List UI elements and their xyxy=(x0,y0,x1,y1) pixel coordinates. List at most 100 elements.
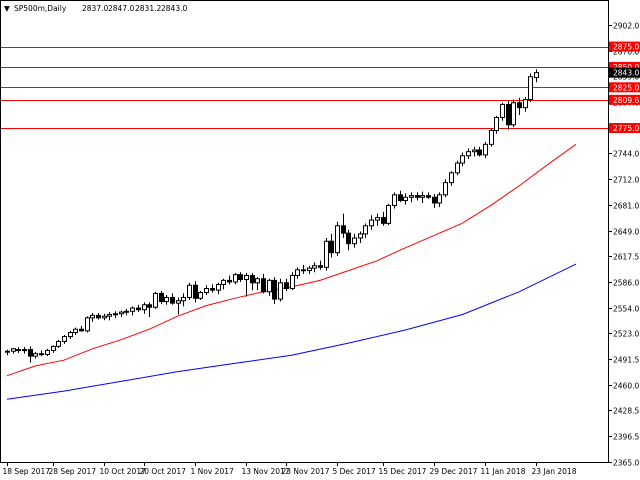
candle xyxy=(443,179,448,198)
candle-body-bull xyxy=(483,143,488,156)
candle xyxy=(483,141,488,159)
candle xyxy=(278,278,283,302)
candle-body-bull xyxy=(130,307,135,312)
candle-body-bull xyxy=(142,304,147,311)
candle-body-bull xyxy=(124,310,129,313)
candle-body-bear xyxy=(346,232,351,245)
candle-body-bear xyxy=(477,149,482,156)
candle xyxy=(494,115,499,134)
candle xyxy=(523,97,528,112)
candle xyxy=(187,282,192,300)
candle xyxy=(267,278,272,296)
candle-body-bear xyxy=(250,274,255,284)
candle-body-bear xyxy=(426,195,431,198)
candle-body-bull xyxy=(312,265,317,269)
candle-body-bear xyxy=(341,225,346,234)
candle-body-bull xyxy=(51,345,56,351)
candle xyxy=(73,327,78,335)
candle-body-bull xyxy=(324,240,329,268)
candle xyxy=(181,293,186,307)
candle-body-bull xyxy=(472,149,477,153)
candle-body-bull xyxy=(102,315,107,319)
candle xyxy=(153,291,158,309)
candle xyxy=(432,194,437,208)
candle-body-bear xyxy=(381,217,386,224)
y-tick-label: 2428.5 xyxy=(613,407,639,416)
candle-body-bull xyxy=(119,311,124,315)
y-tick-label: 2523.0 xyxy=(613,330,639,339)
candle-body-bear xyxy=(517,102,522,109)
candle xyxy=(62,334,67,344)
candle-body-bull xyxy=(267,279,272,293)
candle-body-bull xyxy=(198,292,203,299)
candle-body-bull xyxy=(73,328,78,333)
level-label: 2775.0 xyxy=(613,124,639,133)
candle-body-bull xyxy=(107,314,112,317)
candle xyxy=(324,238,329,271)
candle xyxy=(398,190,403,203)
candle xyxy=(500,102,505,121)
y-tick-label: 2744.0 xyxy=(613,150,639,159)
level-label-box xyxy=(609,94,640,105)
symbol-triangle-icon: ▼ xyxy=(4,4,10,13)
candle xyxy=(85,316,90,333)
candle xyxy=(449,171,454,186)
candle-body-bear xyxy=(147,304,152,308)
candle-body-bull xyxy=(187,284,192,298)
x-tick-label: 23 Nov 2017 xyxy=(282,467,330,476)
candle xyxy=(5,349,10,356)
candle xyxy=(284,278,289,291)
candle-body-bull xyxy=(528,76,533,101)
y-tick-label: 2365.0 xyxy=(613,459,639,468)
candle xyxy=(11,347,16,354)
candle xyxy=(472,146,477,157)
candle xyxy=(216,282,221,295)
candle xyxy=(403,193,408,205)
candle-body-bull xyxy=(176,300,181,304)
candle-body-bull xyxy=(290,274,295,290)
candle xyxy=(124,308,129,316)
y-tick-label: 2554.0 xyxy=(613,305,639,314)
candle-body-bull xyxy=(352,237,357,245)
candle xyxy=(392,192,397,209)
candle-body-bull xyxy=(153,292,158,308)
candle xyxy=(369,215,374,230)
candle-body-bull xyxy=(375,217,380,221)
candle-body-bull xyxy=(523,99,528,109)
candle-body-bull xyxy=(85,317,90,332)
y-tick-label: 2617.5 xyxy=(613,253,639,262)
candle xyxy=(318,260,323,270)
candle xyxy=(56,339,61,348)
candle xyxy=(290,272,295,291)
candle-body-bull xyxy=(534,72,539,79)
candle-body-bull xyxy=(62,336,67,342)
candle-body-bear xyxy=(301,269,306,272)
moving-average-blue xyxy=(6,263,577,400)
candle xyxy=(409,192,414,203)
candle-body-bull xyxy=(420,195,425,198)
y-tick-label: 2460.0 xyxy=(613,382,639,391)
candle xyxy=(68,330,73,340)
candle xyxy=(51,345,56,353)
x-tick-label: 5 Dec 2017 xyxy=(333,467,376,476)
horizontal-levels xyxy=(0,47,608,129)
ohlc-low: 2831.2 xyxy=(135,4,161,13)
candle-body-bear xyxy=(398,194,403,202)
candle xyxy=(113,311,118,318)
candle-body-bull xyxy=(489,129,494,145)
candle-body-bear xyxy=(159,292,164,303)
candle-body-bull xyxy=(449,172,454,184)
candle-body-bull xyxy=(68,331,73,338)
candle-body-bear xyxy=(506,103,511,126)
candle-body-bull xyxy=(443,182,448,196)
candle xyxy=(511,99,516,128)
candle xyxy=(477,146,482,157)
candle xyxy=(272,277,277,304)
x-tick-label: 23 Jan 2018 xyxy=(532,467,577,476)
candle xyxy=(346,229,351,251)
candle-body-bull xyxy=(5,350,10,353)
x-tick-label: 13 Nov 2017 xyxy=(242,467,290,476)
current-price-label: 2843.0 xyxy=(613,69,639,78)
candle xyxy=(352,233,357,248)
x-tick-label: 18 Sep 2017 xyxy=(3,467,51,476)
